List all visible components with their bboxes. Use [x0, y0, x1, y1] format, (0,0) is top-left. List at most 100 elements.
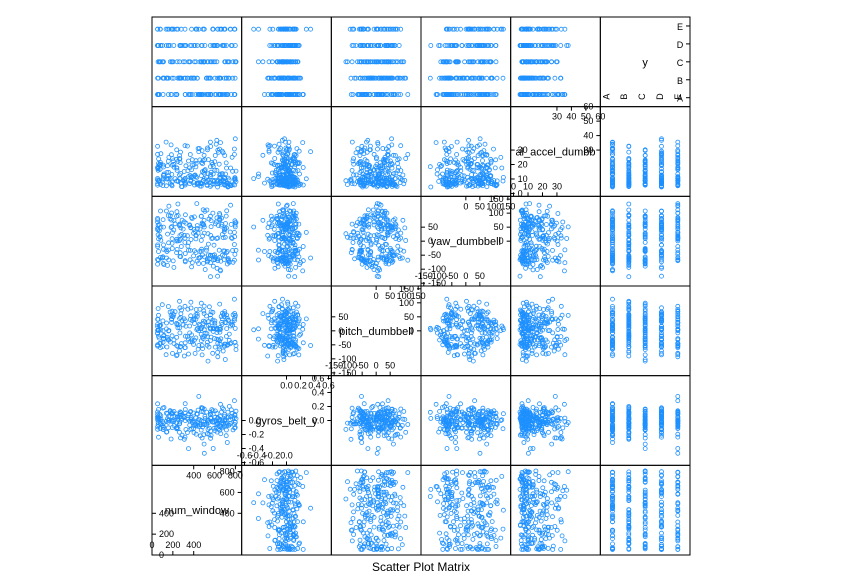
data-point: [533, 520, 538, 526]
data-point: [562, 352, 568, 358]
data-point: [281, 541, 287, 546]
variable-label: gyros_belt_y: [255, 416, 318, 428]
panel-2-5: [599, 285, 691, 377]
data-point: [165, 425, 171, 431]
data-point: [198, 237, 204, 243]
data-point: [675, 393, 681, 399]
data-point: [399, 542, 405, 548]
data-point: [441, 501, 447, 507]
data-point: [545, 546, 551, 551]
data-point: [469, 353, 475, 359]
data-point: [284, 479, 289, 485]
data-point: [460, 470, 465, 476]
data-point: [520, 357, 525, 362]
data-point: [189, 264, 195, 270]
data-point: [349, 221, 355, 227]
data-point: [562, 247, 568, 253]
data-point: [223, 333, 229, 339]
data-point: [289, 469, 294, 475]
panel-1-2: [330, 375, 422, 466]
data-point: [293, 300, 299, 306]
data-point: [433, 401, 439, 407]
data-point: [555, 470, 561, 476]
data-point: [354, 468, 360, 474]
panel-1-4: [510, 375, 601, 466]
diag-tick-label: -0.2: [265, 450, 281, 460]
data-point: [343, 426, 349, 432]
data-point: [350, 516, 356, 521]
data-point: [427, 494, 433, 499]
data-point: [300, 340, 306, 346]
data-point: [375, 477, 381, 483]
panel-1-0: [151, 375, 243, 466]
data-point: [547, 203, 552, 209]
data-point: [169, 236, 175, 242]
data-point: [285, 513, 291, 519]
diag-tick-label: 0.2: [312, 401, 325, 411]
data-point: [272, 537, 278, 543]
data-point: [298, 475, 304, 481]
data-point: [440, 547, 446, 552]
data-point: [537, 274, 543, 280]
data-point: [464, 298, 469, 304]
data-point: [388, 498, 394, 504]
data-point: [549, 500, 555, 506]
data-point: [231, 296, 237, 302]
diag-tick-label: 400: [186, 470, 201, 480]
data-point: [268, 478, 274, 484]
data-point: [296, 502, 302, 508]
data-point: [201, 308, 207, 314]
data-point: [395, 546, 401, 552]
data-point: [161, 224, 166, 230]
data-point: [537, 401, 542, 407]
data-point: [208, 274, 213, 280]
diag-tick-label: 50: [475, 271, 485, 281]
data-point: [558, 303, 564, 309]
diag-tick-label: 0: [149, 540, 154, 550]
data-point: [659, 273, 664, 279]
data-point: [642, 441, 648, 447]
data-point: [223, 213, 229, 219]
diag-tick-label: -0.4: [249, 444, 265, 454]
data-point: [300, 547, 306, 552]
data-point: [547, 535, 552, 541]
data-point: [165, 231, 171, 237]
data-point: [202, 267, 208, 272]
diag-tick-label: 50: [494, 222, 504, 232]
data-point: [348, 520, 354, 526]
data-point: [194, 201, 200, 207]
data-point: [260, 500, 266, 506]
data-point: [300, 268, 306, 274]
data-point: [454, 485, 460, 491]
data-point: [288, 499, 294, 505]
diag-tick-label: -50: [356, 361, 369, 371]
data-point: [262, 477, 267, 483]
data-point: [462, 351, 467, 357]
data-point: [556, 407, 561, 413]
data-point: [493, 538, 499, 543]
data-point: [231, 229, 237, 235]
data-point: [287, 476, 293, 482]
data-point: [217, 301, 223, 307]
data-point: [562, 260, 568, 266]
data-point: [286, 273, 292, 279]
data-point: [223, 427, 229, 433]
data-point: [175, 201, 181, 207]
data-point: [556, 346, 561, 352]
data-point: [287, 527, 293, 533]
data-point: [276, 495, 282, 501]
diag-tick-label: -50: [445, 271, 458, 281]
diag-tick-label: 0: [338, 326, 343, 336]
data-point: [553, 405, 559, 411]
data-point: [182, 401, 188, 407]
data-point: [228, 202, 234, 208]
data-point: [308, 343, 314, 348]
data-point: [224, 440, 230, 445]
diag-tick-label: 400: [220, 508, 235, 518]
data-point: [171, 264, 177, 270]
data-point: [371, 219, 377, 225]
variable-label: num_window: [165, 505, 229, 517]
data-point: [562, 494, 568, 500]
panel-3-1: [241, 195, 332, 287]
data-point: [398, 500, 404, 506]
